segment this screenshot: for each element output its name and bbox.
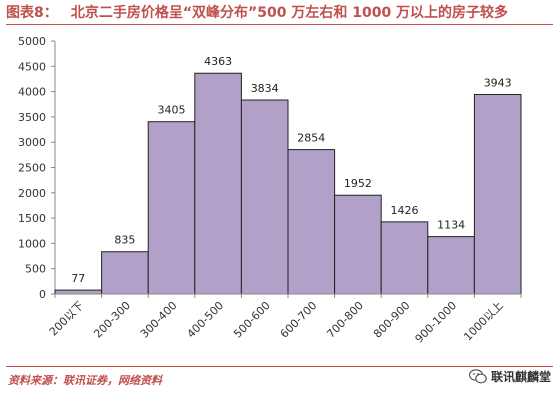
- y-tick-label: 2500: [18, 162, 46, 175]
- y-tick-label: 1500: [18, 212, 46, 225]
- bar-chart: 0 500 1000 1500 2000 2500 3000 3500 4000 4500 5000…: [18, 35, 522, 346]
- bar: [334, 194, 382, 295]
- bar: [240, 99, 289, 295]
- data-label: 2854: [297, 132, 325, 145]
- bar: [194, 72, 242, 295]
- y-tick-label: 2000: [18, 187, 46, 200]
- bar: [147, 121, 196, 295]
- y-tick-label: 500: [25, 263, 46, 276]
- data-label: 3405: [158, 104, 186, 117]
- x-tick-label: 1000以上: [461, 299, 506, 344]
- data-label: 4363: [204, 55, 232, 68]
- data-label: 1952: [344, 177, 372, 190]
- y-tick-label: 1000: [18, 237, 46, 250]
- bar: [101, 251, 149, 295]
- x-tick-label: 300-400: [138, 299, 180, 341]
- bar: [287, 149, 336, 295]
- source-note: 资料来源：联讯证券，网络资料: [8, 374, 162, 387]
- x-tick-label: 500-600: [231, 299, 273, 341]
- footer-divider: [6, 366, 553, 367]
- bar: [473, 93, 522, 295]
- x-tick-label: 900-1000: [413, 299, 460, 346]
- data-label: 1426: [391, 204, 419, 217]
- x-tick-label: 700-800: [324, 299, 366, 341]
- x-tick-label: 600-700: [278, 299, 320, 341]
- y-tick-label: 5000: [18, 35, 46, 48]
- bar: [380, 221, 429, 295]
- figure-title: 北京二手房价格呈“双峰分布”500 万左右和 1000 万以上的房子较多: [70, 5, 509, 21]
- bar: [54, 289, 103, 295]
- x-tick-label: 200-300: [91, 299, 133, 341]
- wechat-icon: [468, 369, 487, 384]
- y-tick-label: 4000: [18, 86, 46, 99]
- x-tick-label: 800-900: [371, 299, 413, 341]
- x-tick-label: 400-500: [185, 299, 227, 341]
- figure-label: 图表8：: [6, 5, 58, 21]
- y-tick-label: 3000: [18, 136, 46, 149]
- data-label: 835: [114, 234, 135, 247]
- data-label: 3834: [251, 82, 279, 95]
- y-tick-label: 3500: [18, 111, 46, 124]
- data-label: 3943: [484, 76, 512, 89]
- x-tick-label: 200以下: [47, 299, 87, 339]
- bar: [427, 236, 475, 295]
- header-divider: [6, 24, 553, 25]
- watermark: 联讯麒麟堂: [468, 368, 551, 385]
- figure-header: 图表8： 北京二手房价格呈“双峰分布”500 万左右和 1000 万以上的房子较…: [6, 2, 553, 24]
- watermark-text: 联讯麒麟堂: [490, 370, 551, 384]
- y-tick-label: 4500: [18, 60, 46, 73]
- y-tick-label: 0: [39, 288, 46, 301]
- data-label: 1134: [437, 219, 465, 232]
- data-label: 77: [71, 272, 85, 285]
